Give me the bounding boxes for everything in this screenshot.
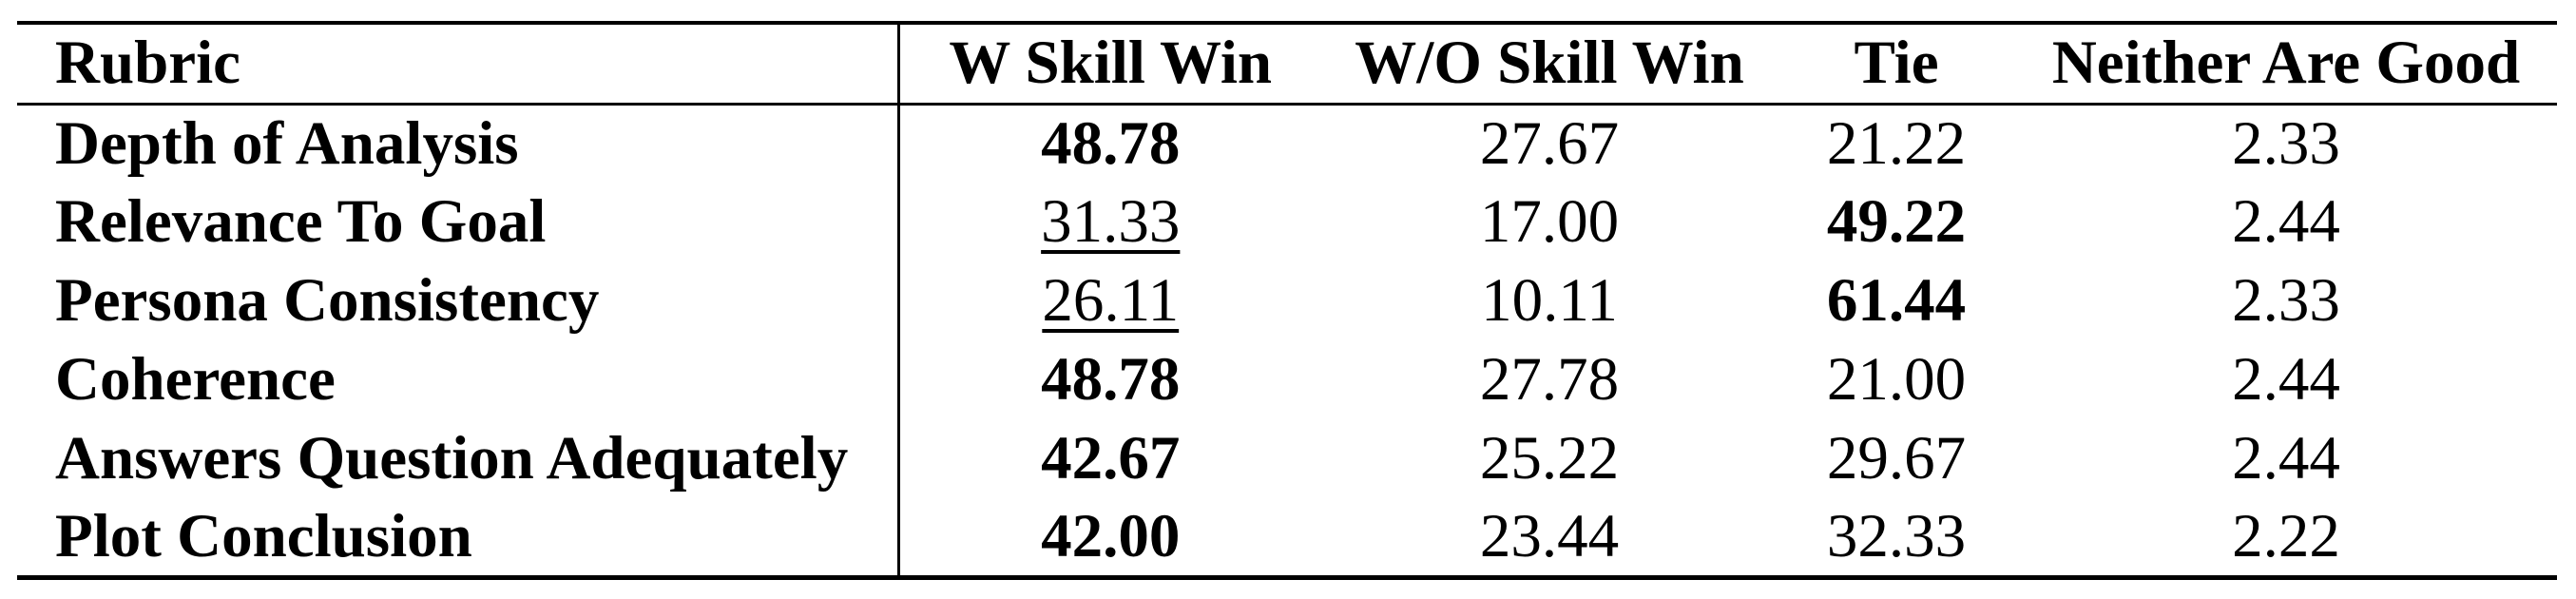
table-cell: 49.22 [1778,183,2015,261]
cell-value: 21.00 [1826,345,1967,414]
row-label: Persona Consistency [17,261,900,340]
table-row: Persona Consistency 26.11 10.11 61.44 2.… [17,261,2557,340]
cell-value: 10.11 [1481,266,1618,335]
row-label: Relevance To Goal [17,183,900,261]
cell-value: 17.00 [1479,187,1620,256]
cell-value: 32.33 [1826,501,1967,570]
table-cell: 29.67 [1778,419,2015,498]
cell-value: 2.22 [2232,501,2340,570]
table-cell: 2.33 [2015,261,2557,340]
cell-value: 2.44 [2232,424,2340,493]
cell-value: 27.67 [1479,108,1620,178]
row-label: Plot Conclusion [17,498,900,577]
table-cell: 2.44 [2015,183,2557,261]
cell-value: 2.44 [2232,345,2340,414]
header-tie: Tie [1778,23,2015,106]
results-table: Rubric W Skill Win W/O Skill Win Tie Nei… [17,21,2557,580]
table-body: Depth of Analysis 48.78 27.67 21.22 2.33… [17,104,2557,577]
table-cell: 21.22 [1778,104,2015,183]
header-w-skill-win: W Skill Win [898,23,1321,106]
table-cell: 21.00 [1778,340,2015,419]
cell-value: 2.44 [2232,187,2340,256]
table-cell: 2.44 [2015,340,2557,419]
table-cell: 26.11 [898,261,1321,340]
cell-value: 48.78 [1041,108,1181,178]
table-row: Coherence 48.78 27.78 21.00 2.44 [17,340,2557,419]
cell-value: 23.44 [1479,501,1620,570]
cell-value: 25.22 [1479,424,1620,493]
cell-value: 26.11 [1042,266,1180,335]
cell-value: 29.67 [1826,424,1967,493]
header-rubric: Rubric [17,23,900,106]
table-cell: 61.44 [1778,261,2015,340]
table-cell: 17.00 [1321,183,1778,261]
table-row: Relevance To Goal 31.33 17.00 49.22 2.44 [17,183,2557,261]
cell-value: 27.78 [1479,345,1620,414]
table-cell: 25.22 [1321,419,1778,498]
cell-value: 21.22 [1826,108,1967,178]
table-cell: 2.22 [2015,498,2557,577]
cell-value: 48.78 [1041,345,1181,414]
table-cell: 48.78 [898,104,1321,183]
table-header: Rubric W Skill Win W/O Skill Win Tie Nei… [17,23,2557,106]
table-cell: 10.11 [1321,261,1778,340]
cell-value: 61.44 [1826,266,1967,335]
row-label: Coherence [17,340,900,419]
cell-value: 2.33 [2232,266,2340,335]
cell-value: 42.00 [1041,501,1181,570]
table-cell: 2.33 [2015,104,2557,183]
table-cell: 2.44 [2015,419,2557,498]
row-label: Answers Question Adequately [17,419,900,498]
header-wo-skill-win: W/O Skill Win [1321,23,1778,106]
table-cell: 42.00 [898,498,1321,577]
table-cell: 27.67 [1321,104,1778,183]
header-row: Rubric W Skill Win W/O Skill Win Tie Nei… [17,23,2557,106]
table-row: Plot Conclusion 42.00 23.44 32.33 2.22 [17,498,2557,577]
table-cell: 23.44 [1321,498,1778,577]
header-neither-are-good: Neither Are Good [2015,23,2557,106]
table-cell: 31.33 [898,183,1321,261]
table-row: Answers Question Adequately 42.67 25.22 … [17,419,2557,498]
table-cell: 27.78 [1321,340,1778,419]
row-label: Depth of Analysis [17,104,900,183]
cell-value: 42.67 [1041,424,1181,493]
table-cell: 48.78 [898,340,1321,419]
table-cell: 32.33 [1778,498,2015,577]
cell-value: 49.22 [1826,187,1967,256]
cell-value: 31.33 [1041,187,1181,256]
table-row: Depth of Analysis 48.78 27.67 21.22 2.33 [17,104,2557,183]
cell-value: 2.33 [2232,108,2340,178]
table-cell: 42.67 [898,419,1321,498]
